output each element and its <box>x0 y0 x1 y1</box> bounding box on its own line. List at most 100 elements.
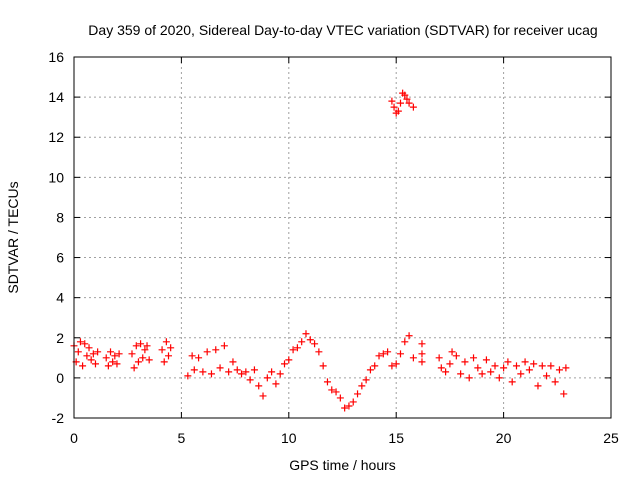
data-point <box>139 354 147 362</box>
data-point <box>435 354 443 362</box>
data-point <box>94 348 102 356</box>
data-point <box>461 358 469 366</box>
data-point <box>375 352 383 360</box>
chart-title: Day 359 of 2020, Sidereal Day-to-day VTE… <box>88 22 597 38</box>
data-point <box>491 362 499 370</box>
y-tick-label: 10 <box>48 169 64 185</box>
data-point <box>358 382 366 390</box>
data-point <box>517 370 525 378</box>
data-point <box>306 336 314 344</box>
data-point <box>83 352 91 360</box>
data-point <box>409 354 417 362</box>
data-point <box>195 354 203 362</box>
data-point <box>551 378 559 386</box>
data-point <box>246 376 254 384</box>
data-point <box>281 360 289 368</box>
data-point <box>495 374 503 382</box>
data-point <box>302 330 310 338</box>
data-point <box>512 362 520 370</box>
x-axis-label: GPS time / hours <box>289 457 396 473</box>
x-tick-label: 15 <box>388 430 404 446</box>
data-point <box>160 358 168 366</box>
data-point <box>87 356 95 364</box>
data-point <box>216 364 224 372</box>
data-point <box>446 360 454 368</box>
data-point <box>332 388 340 396</box>
axis-ticks <box>73 56 612 419</box>
y-tick-label: 8 <box>56 209 64 225</box>
data-point <box>547 362 555 370</box>
x-tick-label: 20 <box>496 430 512 446</box>
data-point <box>354 390 362 398</box>
data-point <box>405 99 413 107</box>
data-point <box>233 366 241 374</box>
data-point <box>396 350 404 358</box>
data-point <box>79 362 87 370</box>
data-point <box>418 340 426 348</box>
data-point <box>255 382 263 390</box>
data-point <box>452 352 460 360</box>
data-point <box>199 368 207 376</box>
y-axis-label: SDTVAR / TECUs <box>5 181 21 293</box>
data-point <box>229 358 237 366</box>
data-point <box>555 366 563 374</box>
data-point <box>289 346 297 354</box>
data-point <box>508 378 516 386</box>
data-point <box>538 362 546 370</box>
data-point <box>167 344 175 352</box>
data-point <box>225 368 233 376</box>
y-tick-labels: -2 0 2 4 6 8 10 12 14 16 <box>48 49 64 426</box>
data-point <box>448 348 456 356</box>
data-point <box>388 97 396 105</box>
data-point <box>220 342 228 350</box>
data-point <box>349 398 357 406</box>
data-point <box>396 99 404 107</box>
data-point <box>470 354 478 362</box>
data-point <box>268 368 276 376</box>
data-point <box>345 402 353 410</box>
data-point <box>109 358 117 366</box>
data-point <box>562 364 570 372</box>
data-point <box>401 91 409 99</box>
data-point <box>379 350 387 358</box>
y-tick-label: 12 <box>48 129 64 145</box>
data-point <box>465 374 473 382</box>
y-tick-label: 16 <box>48 49 64 65</box>
data-point <box>323 378 331 386</box>
data-point <box>394 107 402 115</box>
data-point <box>188 352 196 360</box>
data-point <box>392 360 400 368</box>
data-point <box>143 342 151 350</box>
data-point <box>111 352 119 360</box>
x-tick-label: 25 <box>603 430 619 446</box>
data-point <box>141 346 149 354</box>
data-point <box>132 342 140 350</box>
data-point <box>457 370 465 378</box>
data-point <box>487 368 495 376</box>
data-point <box>474 364 482 372</box>
data-point <box>384 348 392 356</box>
data-point <box>478 370 486 378</box>
data-point <box>311 340 319 348</box>
data-point <box>158 346 166 354</box>
x-tick-label: 5 <box>178 430 186 446</box>
data-point <box>162 338 170 346</box>
data-point <box>134 358 142 366</box>
data-point <box>371 362 379 370</box>
data-point <box>102 354 110 362</box>
data-point <box>89 350 97 358</box>
data-point <box>315 348 323 356</box>
data-point <box>319 362 327 370</box>
data-point <box>74 348 82 356</box>
data-point <box>500 364 508 372</box>
data-point <box>405 332 413 340</box>
y-tick-label: 0 <box>56 370 64 386</box>
x-tick-label: 0 <box>70 430 78 446</box>
y-tick-label: -2 <box>52 410 65 426</box>
data-point <box>525 366 533 374</box>
data-point <box>482 356 490 364</box>
data-point <box>115 350 123 358</box>
data-point <box>190 366 198 374</box>
data-point <box>560 390 568 398</box>
